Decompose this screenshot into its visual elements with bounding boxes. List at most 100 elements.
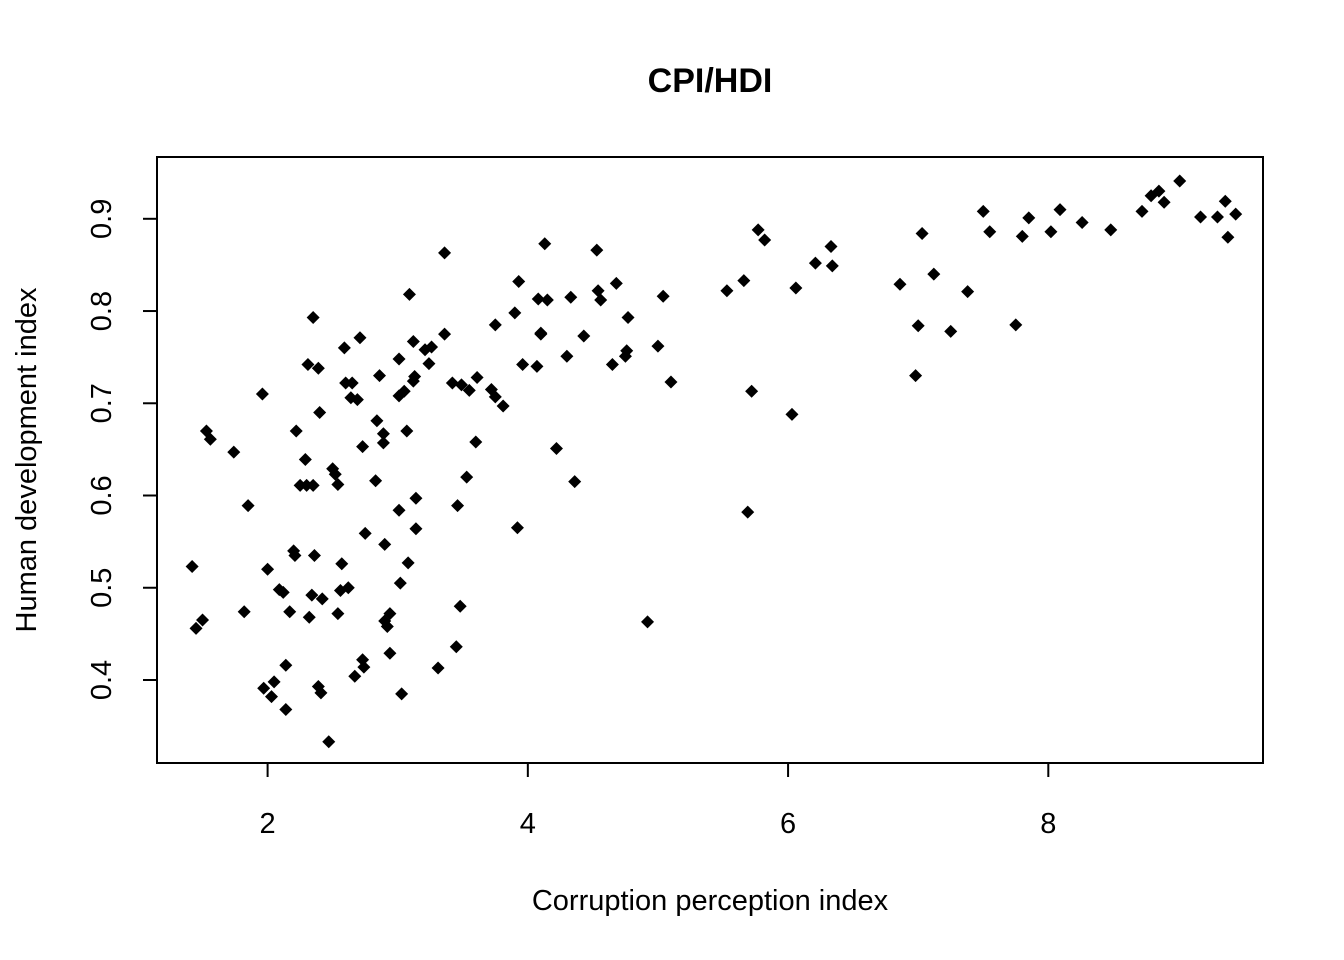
data-point: [516, 358, 530, 372]
data-point: [591, 284, 605, 298]
data-point: [409, 491, 423, 505]
data-point: [594, 293, 608, 307]
data-point: [395, 687, 409, 701]
data-point: [335, 557, 349, 571]
data-point: [380, 619, 394, 633]
data-point: [453, 599, 467, 613]
data-point: [944, 324, 958, 338]
data-point: [1015, 229, 1029, 243]
data-point: [1022, 211, 1036, 225]
data-point: [357, 660, 371, 674]
data-point: [293, 478, 307, 492]
x-tick-label: 6: [780, 808, 796, 840]
data-point: [306, 310, 320, 324]
x-tick-label: 4: [520, 808, 536, 840]
data-point: [305, 588, 319, 602]
y-tick-label: 0.6: [86, 475, 118, 515]
data-point: [609, 276, 623, 290]
data-point: [621, 310, 635, 324]
data-point: [641, 615, 655, 629]
data-point: [534, 327, 548, 341]
data-point: [358, 526, 372, 540]
data-point: [331, 607, 345, 621]
data-point: [1152, 184, 1166, 198]
y-tick-label: 0.4: [86, 660, 118, 700]
data-point: [1157, 195, 1171, 209]
data-point: [300, 478, 314, 492]
data-point: [824, 239, 838, 253]
data-point: [983, 225, 997, 239]
data-point: [313, 405, 327, 419]
x-tick-label: 8: [1040, 808, 1056, 840]
data-point: [241, 499, 255, 513]
data-point: [276, 585, 290, 599]
data-point: [431, 661, 445, 675]
data-point: [1221, 230, 1235, 244]
data-point: [341, 581, 355, 595]
data-point: [488, 318, 502, 332]
data-point: [462, 383, 476, 397]
data-point: [376, 436, 390, 450]
data-point: [911, 319, 925, 333]
data-point: [337, 341, 351, 355]
data-point: [322, 735, 336, 749]
data-point: [301, 358, 315, 372]
x-tick-label: 2: [260, 808, 276, 840]
data-point: [400, 424, 414, 438]
data-point: [279, 703, 293, 717]
data-point: [283, 605, 297, 619]
data-point: [549, 441, 563, 455]
data-point: [288, 548, 302, 562]
data-point: [1075, 215, 1089, 229]
data-point: [1104, 223, 1118, 237]
plot-frame: [156, 156, 1264, 764]
data-point: [196, 613, 210, 627]
y-axis-label: Human development index: [11, 287, 43, 632]
data-point: [261, 562, 275, 576]
data-point: [531, 292, 545, 306]
data-point: [664, 375, 678, 389]
data-point: [530, 359, 544, 373]
data-point: [307, 548, 321, 562]
data-point: [560, 349, 574, 363]
data-point: [745, 384, 759, 398]
data-point: [564, 290, 578, 304]
data-point: [1009, 318, 1023, 332]
data-point: [302, 610, 316, 624]
data-point: [289, 424, 303, 438]
data-point: [1218, 194, 1232, 208]
data-point: [370, 414, 384, 428]
data-point: [1173, 174, 1187, 188]
data-point: [909, 369, 923, 383]
y-tick-label: 0.5: [86, 568, 118, 608]
data-point: [469, 435, 483, 449]
data-point: [409, 522, 423, 536]
data-point: [789, 281, 803, 295]
data-point: [376, 427, 390, 441]
data-point: [454, 378, 468, 392]
data-point: [227, 445, 241, 459]
data-point: [401, 556, 415, 570]
data-point: [720, 284, 734, 298]
data-point: [185, 560, 199, 574]
y-tick-label: 0.7: [86, 383, 118, 423]
data-point: [1229, 207, 1243, 221]
data-point: [1194, 210, 1208, 224]
data-point: [267, 675, 281, 689]
data-point: [369, 474, 383, 488]
data-point: [393, 576, 407, 590]
data-point: [605, 358, 619, 372]
data-point: [314, 686, 328, 700]
data-point: [298, 453, 312, 467]
data-point: [758, 233, 772, 247]
data-point: [383, 607, 397, 621]
data-point: [927, 267, 941, 281]
data-point: [348, 669, 362, 683]
data-point: [976, 204, 990, 218]
data-point: [785, 407, 799, 421]
data-point: [488, 390, 502, 404]
data-point: [540, 293, 554, 307]
data-point: [279, 658, 293, 672]
data-point: [915, 227, 929, 241]
